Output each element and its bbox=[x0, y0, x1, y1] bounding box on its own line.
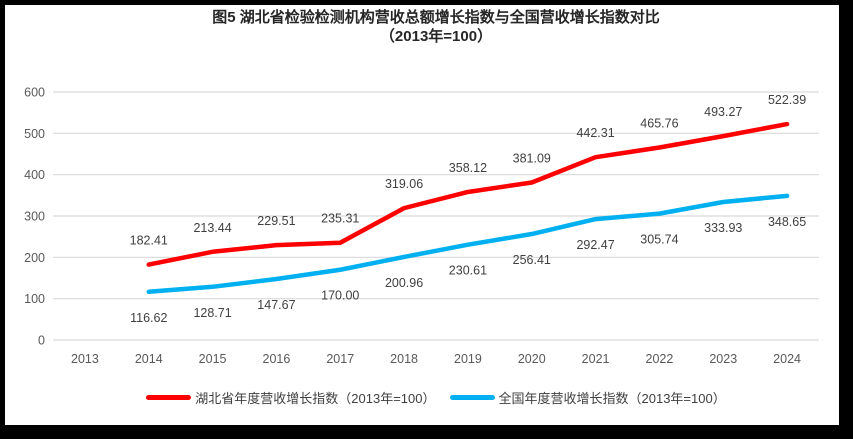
y-axis-tick-label: 600 bbox=[24, 86, 45, 100]
data-label-national: 256.41 bbox=[513, 253, 551, 267]
data-label-national: 333.93 bbox=[704, 221, 742, 235]
y-axis-tick-label: 100 bbox=[24, 292, 45, 306]
data-label-hubei: 522.39 bbox=[768, 93, 806, 107]
chart-title: 图5 湖北省检验检测机构营收总额增长指数与全国营收增长指数对比 （2013年=1… bbox=[53, 8, 819, 46]
chart-title-line1: 图5 湖北省检验检测机构营收总额增长指数与全国营收增长指数对比 bbox=[212, 9, 660, 26]
data-label-hubei: 465.76 bbox=[640, 116, 678, 130]
data-label-hubei: 235.31 bbox=[321, 212, 359, 226]
data-label-national: 128.71 bbox=[193, 306, 231, 320]
y-axis-tick-label: 300 bbox=[24, 210, 45, 224]
y-axis-tick-label: 400 bbox=[24, 168, 45, 182]
legend-swatch-hubei bbox=[146, 395, 192, 400]
y-axis-tick-label: 200 bbox=[24, 251, 45, 265]
y-axis-tick-label: 500 bbox=[24, 127, 45, 141]
data-label-national: 170.00 bbox=[321, 289, 359, 303]
chart-legend: 湖北省年度营收增长指数（2013年=100） 全国年度营收增长指数（2013年=… bbox=[53, 388, 819, 407]
chart-title-line2: （2013年=100） bbox=[379, 28, 493, 45]
data-label-hubei: 213.44 bbox=[193, 221, 231, 235]
data-label-national: 147.67 bbox=[257, 298, 295, 312]
data-label-hubei: 182.41 bbox=[130, 234, 168, 248]
data-label-hubei: 442.31 bbox=[576, 126, 614, 140]
data-label-national: 305.74 bbox=[640, 233, 678, 247]
x-axis-tick-label: 2024 bbox=[773, 352, 801, 366]
series-line-national bbox=[146, 193, 790, 295]
data-label-national: 292.47 bbox=[576, 238, 614, 252]
data-label-national: 200.96 bbox=[385, 276, 423, 290]
x-axis-tick-label: 2021 bbox=[582, 352, 610, 366]
legend-item-national: 全国年度营收增长指数（2013年=100） bbox=[449, 388, 726, 407]
x-axis-tick-label: 2018 bbox=[390, 352, 418, 366]
data-label-hubei: 381.09 bbox=[513, 151, 551, 165]
x-axis-tick-label: 2013 bbox=[71, 352, 99, 366]
data-label-hubei: 229.51 bbox=[257, 214, 295, 228]
data-label-hubei: 319.06 bbox=[385, 177, 423, 191]
legend-item-hubei: 湖北省年度营收增长指数（2013年=100） bbox=[146, 388, 436, 407]
x-axis-tick-label: 2023 bbox=[709, 352, 737, 366]
data-label-hubei: 358.12 bbox=[449, 161, 487, 175]
x-axis-tick-label: 2017 bbox=[326, 352, 354, 366]
data-label-national: 348.65 bbox=[768, 215, 806, 229]
x-axis-tick-label: 2015 bbox=[199, 352, 227, 366]
x-axis-tick-label: 2022 bbox=[646, 352, 674, 366]
x-axis-tick-label: 2019 bbox=[454, 352, 482, 366]
data-label-hubei: 493.27 bbox=[704, 105, 742, 119]
legend-label-national: 全国年度营收增长指数（2013年=100） bbox=[498, 391, 726, 406]
data-label-national: 230.61 bbox=[449, 264, 487, 278]
chart-canvas bbox=[5, 5, 839, 425]
x-axis-tick-label: 2020 bbox=[518, 352, 546, 366]
data-label-national: 116.62 bbox=[130, 311, 167, 325]
legend-label-hubei: 湖北省年度营收增长指数（2013年=100） bbox=[195, 391, 436, 406]
x-axis-tick-label: 2016 bbox=[263, 352, 291, 366]
legend-swatch-national bbox=[449, 395, 495, 400]
y-axis-tick-label: 0 bbox=[38, 334, 45, 348]
x-axis-tick-label: 2014 bbox=[135, 352, 163, 366]
series-line-hubei bbox=[146, 121, 790, 267]
